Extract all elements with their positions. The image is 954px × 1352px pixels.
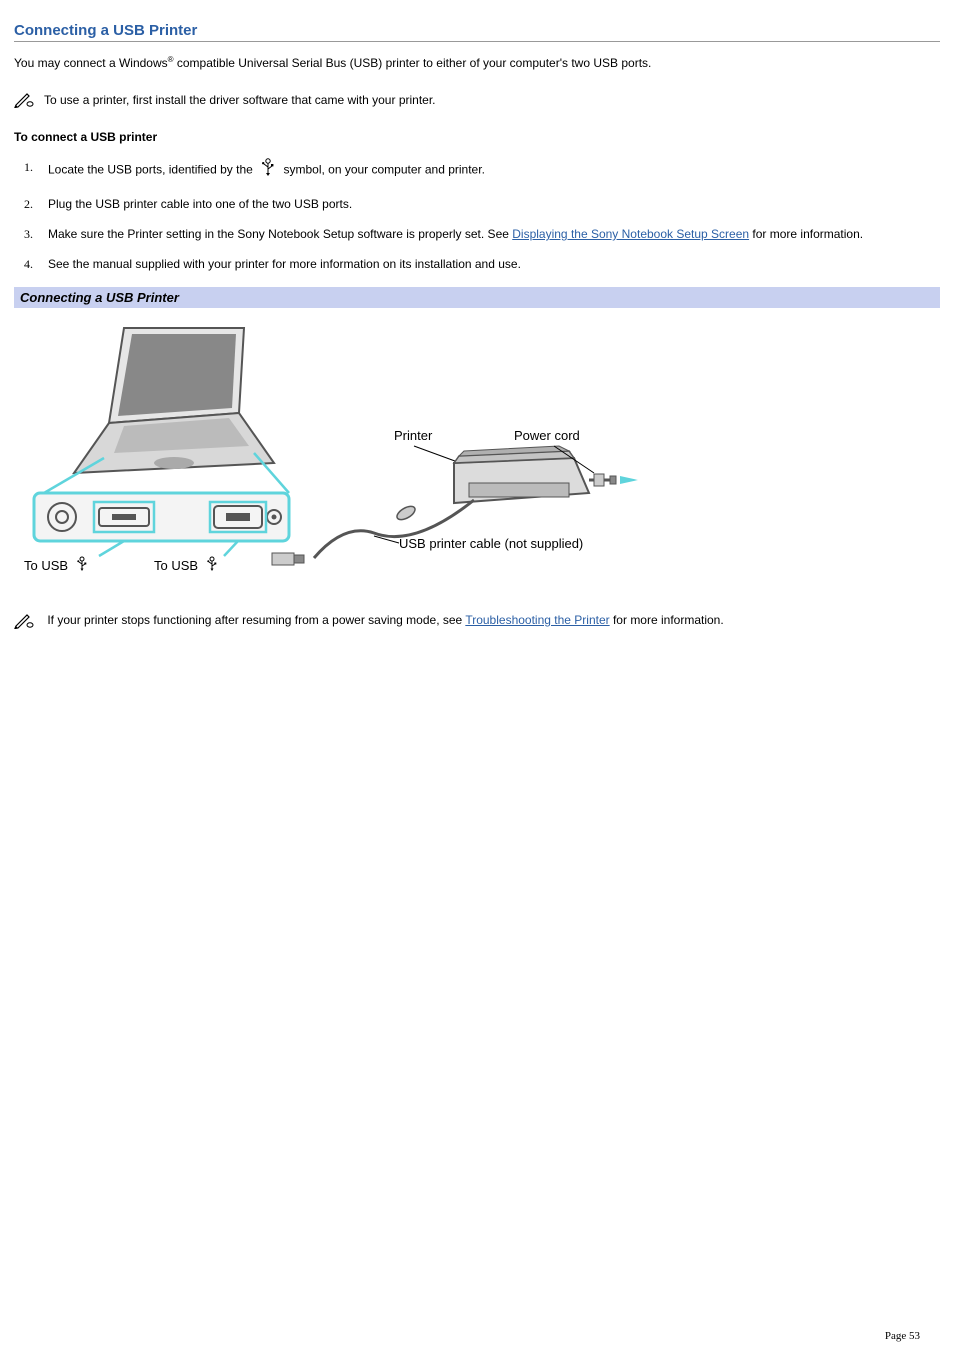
step-4: 4. See the manual supplied with your pri…	[24, 255, 940, 273]
printer-icon: Printer Power cord	[394, 428, 638, 503]
steps-list: 1. Locate the USB ports, identified by t…	[24, 158, 940, 273]
page-number: Page 53	[885, 1330, 920, 1342]
figure-caption: Connecting a USB Printer	[14, 287, 940, 308]
step-3-post: for more information.	[749, 227, 863, 241]
step-number: 4.	[24, 255, 48, 273]
label-to-usb-1: To USB	[24, 558, 68, 573]
step-1-post: symbol, on your computer and printer.	[283, 163, 484, 177]
label-usb-cable: USB printer cable (not supplied)	[399, 536, 583, 551]
pencil-note-icon	[14, 613, 36, 629]
step-1-pre: Locate the USB ports, identified by the	[48, 163, 256, 177]
step-4-text: See the manual supplied with your printe…	[48, 255, 940, 273]
note-text: To use a printer, first install the driv…	[44, 93, 436, 107]
note2-pre: If your printer stops functioning after …	[47, 613, 465, 627]
note-install-driver: To use a printer, first install the driv…	[14, 92, 940, 108]
link-troubleshooting-printer[interactable]: Troubleshooting the Printer	[465, 613, 609, 627]
link-displaying-setup-screen[interactable]: Displaying the Sony Notebook Setup Scree…	[512, 227, 749, 241]
label-power-cord: Power cord	[514, 428, 580, 443]
step-number: 2.	[24, 195, 48, 213]
subheading: To connect a USB printer	[14, 128, 940, 146]
pencil-note-icon	[14, 92, 36, 108]
step-number: 1.	[24, 158, 48, 183]
usb-symbol-icon	[260, 158, 276, 183]
usb-plug-icon	[272, 553, 304, 565]
note-troubleshooting: If your printer stops functioning after …	[14, 611, 940, 629]
label-to-usb-2: To USB	[154, 558, 198, 573]
usb-port-panel	[34, 493, 289, 541]
step-2: 2. Plug the USB printer cable into one o…	[24, 195, 940, 213]
laptop-icon	[74, 328, 274, 473]
step-2-text: Plug the USB printer cable into one of t…	[48, 195, 940, 213]
note2-post: for more information.	[610, 613, 724, 627]
step-3: 3. Make sure the Printer setting in the …	[24, 225, 940, 243]
figure-diagram: To USB To USB	[14, 308, 940, 581]
step-number: 3.	[24, 225, 48, 243]
step-1: 1. Locate the USB ports, identified by t…	[24, 158, 940, 183]
intro-post: compatible Universal Serial Bus (USB) pr…	[174, 56, 652, 70]
step-3-pre: Make sure the Printer setting in the Son…	[48, 227, 512, 241]
label-printer: Printer	[394, 428, 433, 443]
section-title: Connecting a USB Printer	[14, 22, 940, 42]
intro-paragraph: You may connect a Windows® compatible Un…	[14, 54, 940, 72]
intro-pre: You may connect a Windows	[14, 56, 168, 70]
